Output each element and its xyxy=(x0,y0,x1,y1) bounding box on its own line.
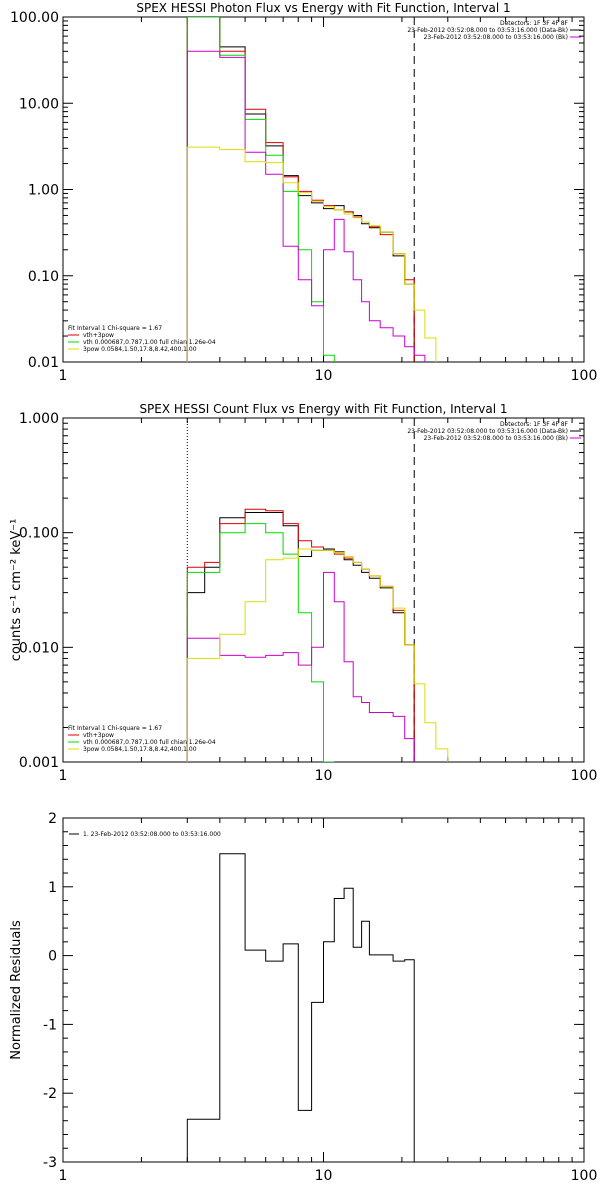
y-tick-label: 0.01 xyxy=(28,355,59,371)
header-line: 23-Feb-2012 03:52:08.000 to 03:53:16.000… xyxy=(407,428,568,435)
y-axis: 0.01 0.10 1.00 10.00 100.00 xyxy=(10,10,584,371)
panel-1: SPEX HESSI Photon Flux vs Energy with Fi… xyxy=(10,1,597,384)
header-line: 23-Feb-2012 03:52:08.000 to 03:53:16.000… xyxy=(424,435,568,442)
y-tick-label: 10.00 xyxy=(19,96,59,112)
series-5-line xyxy=(186,146,437,362)
header-line: Detectors: 1F 3F 4F 8F xyxy=(500,421,569,428)
x-tick-label: 100 xyxy=(571,1168,598,1184)
legend-label: vth 0.000687,0.787,1.00 full chian 1.26e… xyxy=(83,739,216,746)
header-line: 23-Feb-2012 03:52:08.000 to 03:53:16.000… xyxy=(407,27,568,34)
series-2-line xyxy=(186,508,415,762)
panel-2: SPEX HESSI Count Flux vs Energy with Fit… xyxy=(9,402,597,784)
series-3-line xyxy=(186,17,335,362)
x-tick-label: 100 xyxy=(571,368,598,384)
legend-title: Fit Interval 1 Chi-square = 1.67 xyxy=(68,325,162,332)
y-tick-label: -3 xyxy=(43,1155,57,1171)
series-2-line xyxy=(186,17,415,362)
x-tick-label: 1 xyxy=(59,368,68,384)
x-tick-label: 100 xyxy=(571,768,598,784)
header-line: 23-Feb-2012 03:52:08.000 to 03:53:16.000… xyxy=(424,34,568,41)
series-5-line xyxy=(186,548,449,762)
x-axis: 1 10 100 xyxy=(59,818,598,1184)
legend-label: vth 0.000687,0.787,1.00 full chian 1.26e… xyxy=(83,339,216,346)
y-tick-label: -1 xyxy=(43,1017,57,1033)
legend-label: vth+3pow xyxy=(83,732,114,739)
y-axis-label: counts s⁻¹ cm⁻² keV⁻¹ xyxy=(9,519,24,662)
series-3-line xyxy=(186,523,335,762)
series-1-line xyxy=(186,853,415,1162)
series-group xyxy=(186,853,415,1162)
legend-label: vth+3pow xyxy=(83,332,114,339)
x-tick-label: 1 xyxy=(59,768,68,784)
y-axis-label: Normalized Residuals xyxy=(9,920,24,1060)
series-4-line xyxy=(186,50,426,362)
series-group xyxy=(186,508,449,762)
y-tick-label: 1.000 xyxy=(19,411,59,427)
legend-title: Fit Interval 1 Chi-square = 1.67 xyxy=(68,725,162,732)
legend-label: 3pow 0.0584,1.50,17.8,8.42,400,1.00 xyxy=(83,346,197,353)
legend-label: 3pow 0.0584,1.50,17.8,8.42,400,1.00 xyxy=(83,746,197,753)
y-tick-label: 0.10 xyxy=(28,269,59,285)
panel-title: SPEX HESSI Count Flux vs Energy with Fit… xyxy=(139,402,507,416)
y-axis: 0.001 0.010 0.100 1.000 xyxy=(19,411,584,771)
series-4-line xyxy=(186,571,415,762)
x-tick-label: 1 xyxy=(59,1168,68,1184)
y-tick-label: 100.00 xyxy=(10,10,59,26)
x-axis: 1 10 100 xyxy=(59,17,598,384)
x-tick-label: 10 xyxy=(315,768,333,784)
y-tick-label: 0.010 xyxy=(19,640,59,656)
series-1-line xyxy=(186,512,415,762)
y-tick-label: 0.100 xyxy=(19,526,59,542)
x-tick-label: 10 xyxy=(315,1168,333,1184)
header-line: Detectors: 1F 3F 4F 8F xyxy=(500,20,569,27)
x-tick-label: 10 xyxy=(315,368,333,384)
y-tick-label: 1.00 xyxy=(28,183,59,199)
series-1-line xyxy=(186,17,415,362)
legend-label: 1. 23-Feb-2012 03:52:08.000 to 03:53:16.… xyxy=(83,831,221,838)
y-tick-label: 1 xyxy=(48,880,57,896)
panel-3: 1 10 100 -3 -2 -1 0 1 2 Normalized Residuals 1. 23… xyxy=(9,811,597,1184)
y-tick-label: 0.001 xyxy=(19,755,59,771)
y-axis: -3 -2 -1 0 1 2 xyxy=(43,811,584,1171)
y-tick-label: 0 xyxy=(48,949,57,965)
y-tick-label: 2 xyxy=(48,811,57,827)
series-group xyxy=(186,17,437,362)
y-tick-label: -2 xyxy=(43,1086,57,1102)
panel-title: SPEX HESSI Photon Flux vs Energy with Fi… xyxy=(136,1,510,15)
